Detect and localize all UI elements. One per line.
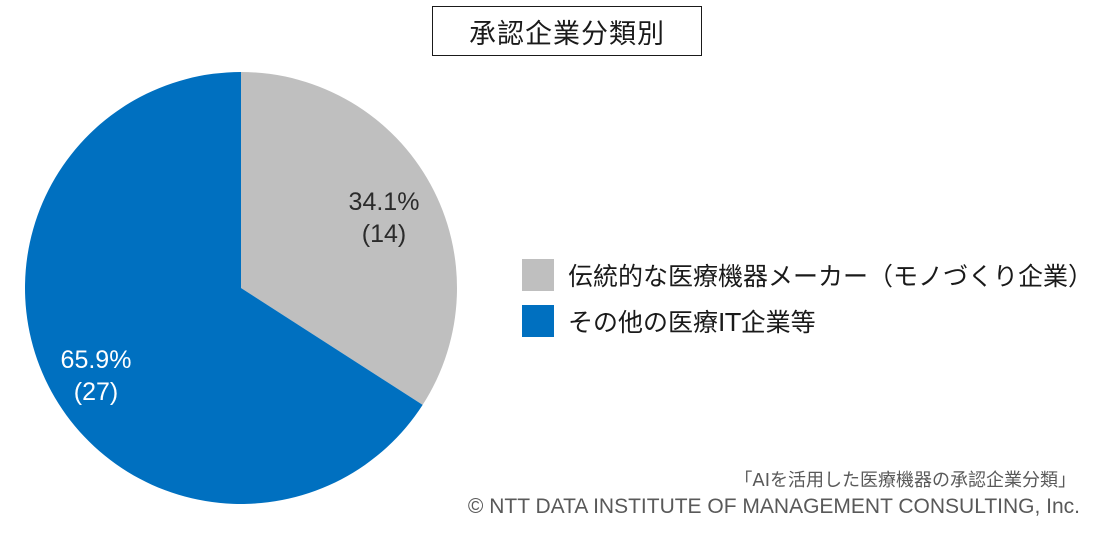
legend-label-traditional: 伝統的な医療機器メーカー（モノづくり企業） [568, 262, 1094, 291]
pie-slice-other [25, 72, 423, 505]
legend-item-other: その他の医療IT企業等 [522, 298, 1093, 344]
legend-swatch-other [522, 305, 554, 337]
legend-swatch-traditional [522, 259, 554, 291]
slice-count-label-traditional: (14) [362, 220, 406, 248]
copyright-text: © NTT DATA INSTITUTE OF MANAGEMENT CONSU… [467, 495, 1080, 518]
slice-percent-label-other: 65.9% [61, 346, 132, 374]
source-note: 「AIを活用した医療機器の承認企業分類」 [734, 470, 1076, 491]
slice-count-label-other: (27) [74, 378, 118, 406]
legend-label-other: その他の医療IT企業等 [568, 308, 816, 337]
pie-slice-traditional [241, 72, 458, 405]
legend: 伝統的な医療機器メーカー（モノづくり企業） その他の医療IT企業等 [522, 252, 1093, 344]
legend-item-traditional: 伝統的な医療機器メーカー（モノづくり企業） [522, 252, 1093, 298]
slice-percent-label-traditional: 34.1% [349, 188, 420, 216]
chart-title: 承認企業分類別 [432, 6, 702, 56]
